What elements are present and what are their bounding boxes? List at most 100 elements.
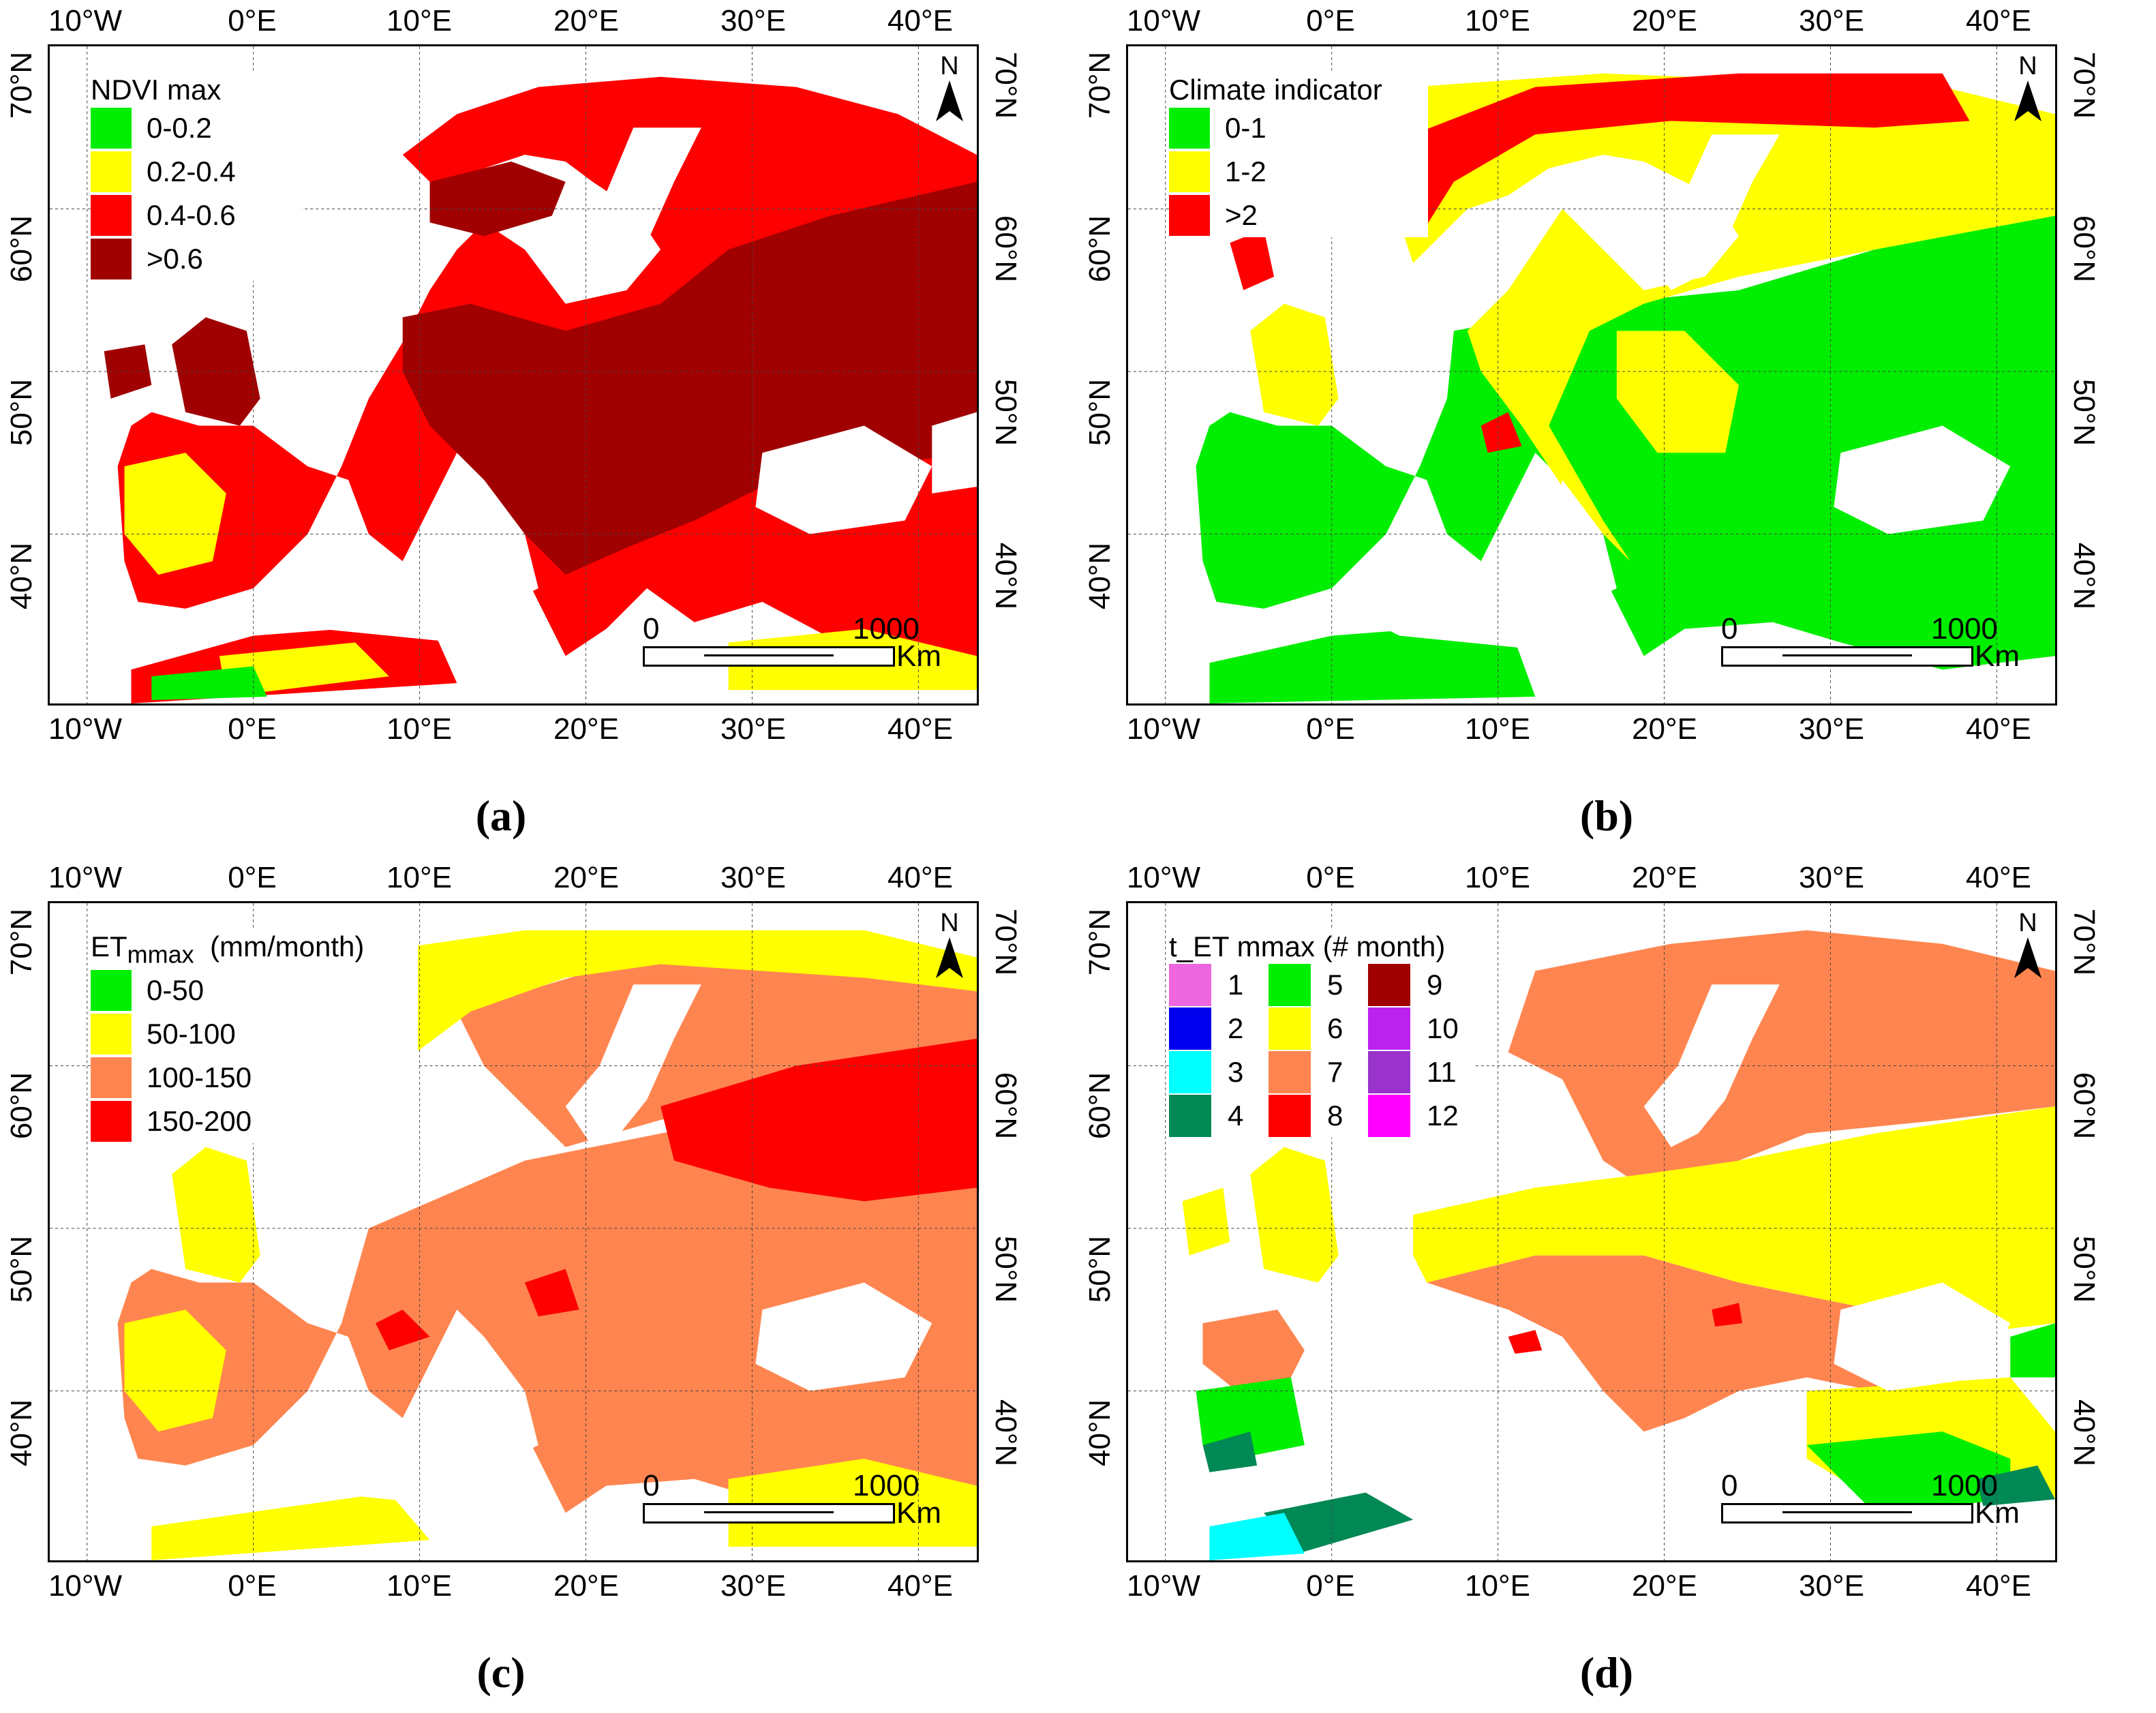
scale-bar: 0 1000 Km	[1721, 612, 2041, 680]
lon-tick: 20°E	[553, 861, 619, 894]
scale-unit: Km	[1975, 1496, 2020, 1530]
lon-tick: 40°E	[887, 1569, 953, 1603]
scale-start: 0	[1721, 612, 1738, 646]
legend-label: 6	[1327, 1012, 1343, 1044]
north-label: N	[2018, 909, 2037, 937]
scale-end: 1000	[853, 1469, 920, 1502]
legend-swatch	[1368, 1051, 1410, 1093]
lon-tick: 30°E	[720, 861, 786, 894]
north-arrow: N	[929, 52, 970, 127]
legend-swatch	[91, 1101, 132, 1142]
legend-item: 11	[1368, 1050, 1468, 1094]
scale-start: 0	[1721, 1469, 1738, 1502]
lon-tick: 0°E	[1306, 4, 1355, 37]
legend-item: 50-100	[91, 1012, 418, 1056]
legend-title: Climate indicator	[1169, 74, 1382, 106]
legend-label: 8	[1327, 1100, 1343, 1132]
panel-label: (c)	[476, 1648, 526, 1697]
land-high-et	[375, 1038, 977, 1350]
legend-label: 50-100	[147, 1018, 236, 1050]
legend-label: 0.4-0.6	[147, 199, 236, 231]
legend-item: 7	[1269, 1050, 1368, 1094]
lon-tick: 10°W	[48, 1569, 123, 1603]
legend-item: 0.4-0.6	[91, 194, 302, 237]
lat-tick: 70°N	[1083, 51, 1117, 119]
lat-tick: 70°N	[2067, 908, 2101, 976]
lon-tick: 30°E	[720, 712, 786, 746]
land-month-3	[1209, 1513, 1305, 1560]
lat-tick: 40°N	[1083, 542, 1117, 610]
map-frame-b: Climate indicator 0-1 1-2 >2 N 0 1000 Km	[1126, 44, 2057, 706]
lat-tick: 60°N	[1083, 1072, 1117, 1140]
scale-unit: Km	[896, 639, 941, 673]
lon-tick: 10°W	[1126, 1569, 1201, 1603]
legend-swatch	[1368, 964, 1410, 1006]
lat-tick: 70°N	[5, 51, 38, 119]
lat-tick: 50°N	[1083, 1235, 1117, 1303]
scale-divider	[1782, 654, 1912, 656]
legend-item: 0-0.2	[91, 106, 302, 150]
panel-label: (a)	[475, 791, 527, 840]
legend-item: 5	[1269, 963, 1368, 1007]
lon-tick: 10°E	[386, 712, 452, 746]
legend-item: >0.6	[91, 237, 302, 281]
lat-tick: 50°N	[989, 1235, 1022, 1303]
lat-tick: 60°N	[989, 215, 1022, 283]
north-arrow-icon	[2014, 937, 2041, 978]
lat-tick: 50°N	[1083, 378, 1117, 446]
lat-tick: 40°N	[5, 1399, 38, 1467]
lon-tick: 0°E	[228, 4, 277, 37]
legend-label: 9	[1427, 969, 1443, 1001]
scale-segments	[643, 1503, 895, 1523]
legend-swatch	[91, 239, 132, 279]
lon-tick: 40°E	[887, 4, 953, 37]
lon-tick: 0°E	[228, 861, 277, 894]
lon-tick: 10°E	[1465, 712, 1530, 746]
lat-tick: 60°N	[5, 1072, 38, 1140]
lon-tick: 20°E	[1632, 4, 1697, 37]
lon-tick: 40°E	[887, 861, 953, 894]
legend-label: 5	[1327, 969, 1343, 1001]
legend-d: t_ET mmax (# month) 1 5 9 2 6 10 3 7 11 …	[1169, 930, 1476, 1138]
lon-tick: 10°W	[48, 861, 123, 894]
scale-bar: 0 1000 Km	[643, 612, 963, 680]
north-arrow: N	[2007, 52, 2048, 127]
scale-end: 1000	[1931, 612, 1998, 646]
lat-tick: 40°N	[5, 542, 38, 610]
legend-label: 1-2	[1225, 155, 1266, 187]
legend-label: 0-0.2	[147, 112, 212, 144]
lon-tick: 10°W	[1126, 712, 1201, 746]
legend-label: 2	[1228, 1012, 1244, 1044]
lon-tick: 10°W	[48, 4, 123, 37]
legend-swatch	[1169, 108, 1210, 149]
lon-tick: 0°E	[1306, 1569, 1355, 1603]
legend-item: 3	[1169, 1050, 1269, 1094]
scale-divider	[704, 1511, 834, 1513]
europe-map-d	[1128, 903, 2055, 1560]
lat-tick: 50°N	[5, 1235, 38, 1303]
lon-tick: 40°E	[1966, 1569, 2031, 1603]
panel-a: NDVI max 0-0.2 0.2-0.4 0.4-0.6 >0.6 N 0 …	[0, 0, 1078, 856]
land-low	[1196, 215, 2055, 703]
land-bare	[151, 666, 267, 701]
legend-label: 11	[1427, 1056, 1457, 1088]
lat-tick: 40°N	[1083, 1399, 1117, 1467]
lon-tick: 20°E	[1632, 861, 1697, 894]
legend-swatch	[1169, 1007, 1211, 1050]
legend-item: 1-2	[1169, 150, 1428, 194]
legend-item: 8	[1269, 1094, 1368, 1138]
legend-swatch	[1269, 964, 1311, 1006]
legend-item: 4	[1169, 1094, 1269, 1138]
lon-tick: 0°E	[228, 712, 277, 746]
lat-tick: 60°N	[2067, 215, 2101, 283]
legend-title-unit: (mm/month)	[210, 930, 365, 962]
legend-swatch	[91, 195, 132, 236]
scale-unit: Km	[1975, 639, 2020, 673]
lon-tick: 30°E	[720, 4, 786, 37]
lon-tick: 30°E	[1799, 4, 1864, 37]
lon-tick: 20°E	[553, 4, 619, 37]
lon-tick: 10°W	[48, 712, 123, 746]
legend-swatch	[1368, 1095, 1410, 1137]
legend-swatch	[1169, 195, 1210, 236]
lon-tick: 20°E	[553, 712, 619, 746]
